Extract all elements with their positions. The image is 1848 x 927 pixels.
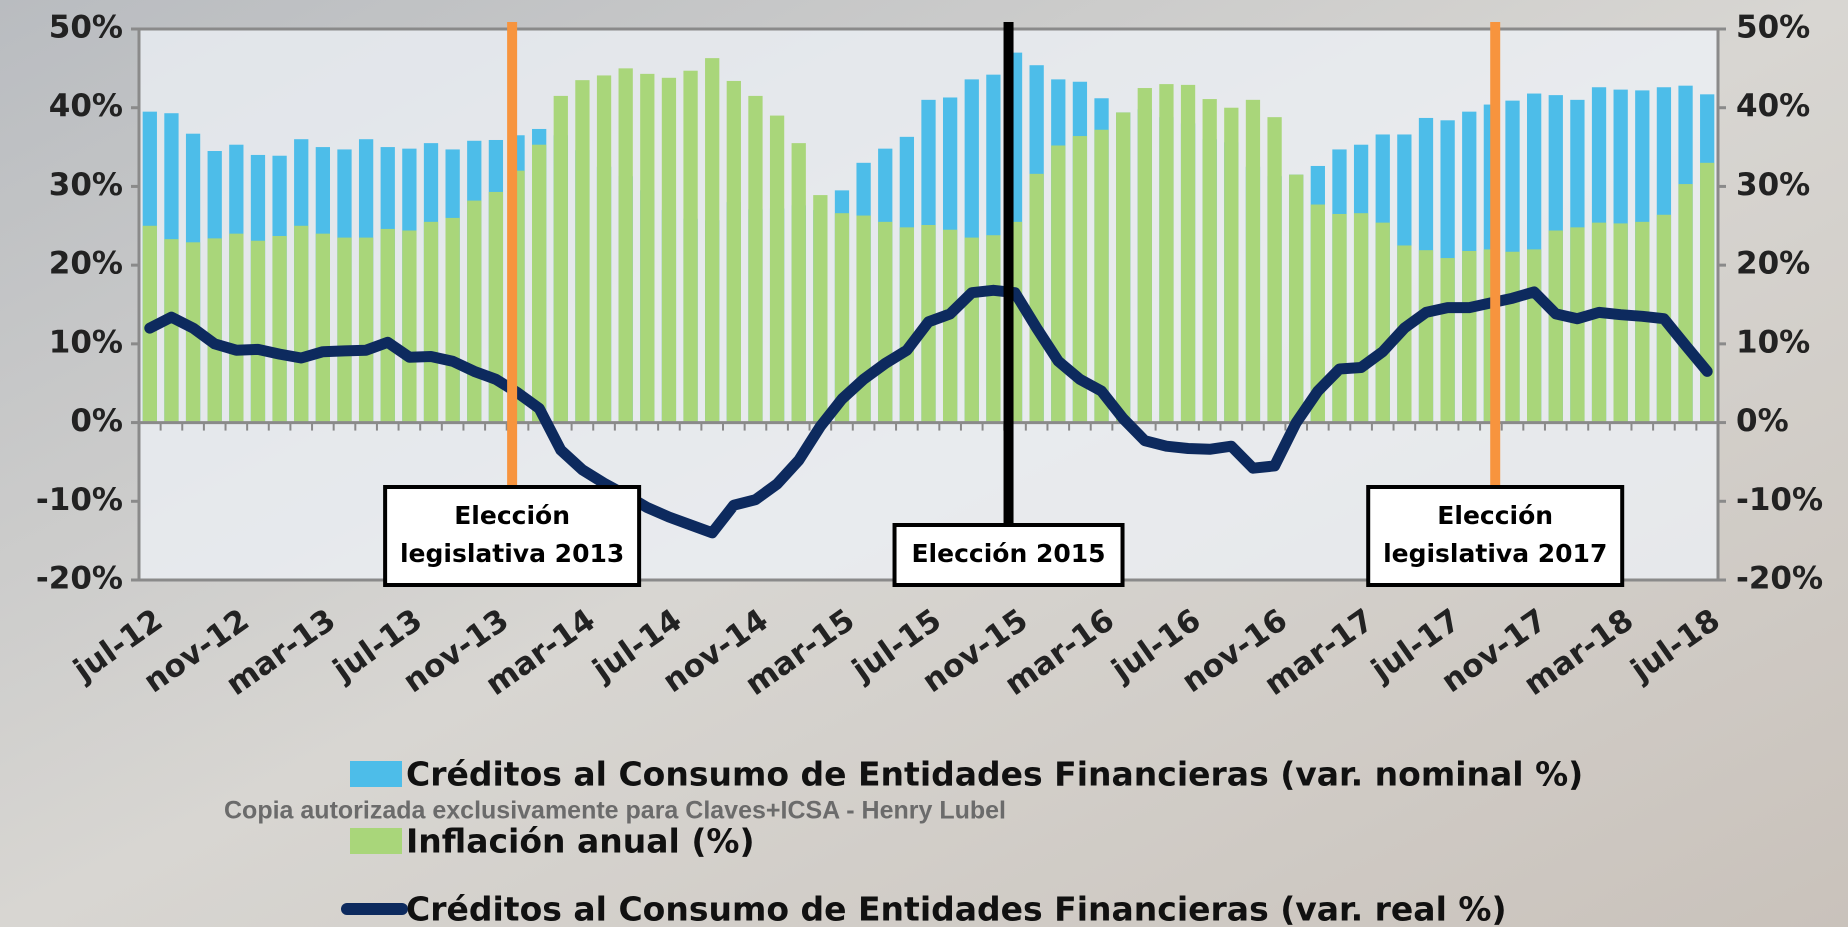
bar [208,238,222,422]
bar [337,238,351,423]
bar [1678,184,1692,423]
bar [1030,174,1044,423]
chart: -20% -10% 0% 10% 20% 30% 40% 50% -20% -10% 0% 10% 20… [0,0,1848,927]
legend-swatch [350,761,402,787]
bar [792,143,806,422]
bar [272,236,286,423]
event-label: Elección [1437,501,1553,530]
bar [1181,85,1195,423]
bar [1224,108,1238,423]
bar [1614,223,1628,422]
bar [164,239,178,422]
bar [1094,130,1108,423]
bar [1440,258,1454,423]
bar [1527,249,1541,422]
y2-tick-label: 30% [1736,167,1810,203]
bar [813,195,827,422]
bar [445,218,459,423]
bar [229,234,243,423]
y2-tick-label: -10% [1736,482,1823,518]
event-label: Elección [454,501,570,530]
bar [662,78,676,423]
bar [532,145,546,423]
y-tick-label: 40% [49,88,123,124]
bar [316,234,330,423]
bar [467,201,481,423]
bar [1051,145,1065,422]
y-tick-label: 0% [70,403,123,439]
bar [1138,88,1152,423]
bar [381,229,395,423]
y2-tick-label: -20% [1736,561,1823,597]
bar [1419,250,1433,422]
bar [1332,214,1346,423]
y2-tick-label: 40% [1736,88,1810,124]
bar [727,81,741,423]
y-tick-label: 10% [49,324,123,360]
event-label: Elección 2015 [911,539,1105,568]
legend-label: Inflación anual (%) [406,822,755,861]
bar [748,96,762,423]
bar [900,227,914,422]
bar [1700,163,1714,423]
bar [986,235,1000,422]
bar [1570,227,1584,422]
bar [554,96,568,423]
bar [965,238,979,423]
y-tick-label: 50% [49,10,123,46]
y-tick-label: -10% [36,482,123,518]
legend-label: Créditos al Consumo de Entidades Financi… [406,890,1507,927]
watermark: Copia autorizada exclusivamente para Cla… [224,797,1006,825]
bar [1116,112,1130,422]
bar [575,80,589,422]
y-tick-label: -20% [36,561,123,597]
bar [619,68,633,422]
y2-tick-label: 0% [1736,403,1789,439]
bar [943,230,957,423]
bar [402,231,416,423]
bar [1159,84,1173,422]
y2-tick-label: 50% [1736,10,1810,46]
bar [1592,223,1606,423]
bar [1462,251,1476,423]
y-tick-label: 20% [49,246,123,282]
event-label: legislativa 2013 [400,539,624,568]
bar [1246,100,1260,423]
bar [294,226,308,423]
bar [251,241,265,423]
bar [359,238,373,423]
bar [1289,175,1303,423]
bar [1354,213,1368,422]
legend-label: Créditos al Consumo de Entidades Financi… [406,755,1583,794]
bar [1203,99,1217,423]
bar [424,222,438,423]
bar [597,75,611,422]
bar [770,116,784,423]
bar [705,58,719,422]
y-tick-label: 30% [49,167,123,203]
bar [1549,231,1563,423]
event-label: legislativa 2017 [1383,539,1607,568]
legend-swatch [350,828,402,854]
y2-tick-label: 20% [1736,246,1810,282]
bar [683,71,697,423]
bar [640,74,654,423]
bar [856,216,870,423]
bar [1376,223,1390,423]
bar [1505,252,1519,423]
y2-tick-label: 10% [1736,324,1810,360]
bar [1267,117,1281,422]
bar [878,222,892,423]
